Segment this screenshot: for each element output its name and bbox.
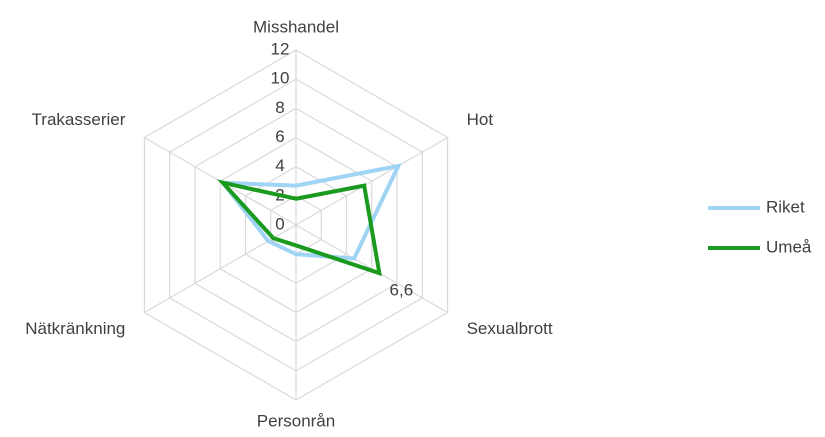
legend-label: Riket	[766, 197, 805, 216]
tick-label: 0	[275, 214, 284, 233]
tick-label: 8	[275, 98, 284, 117]
tick-label: 12	[271, 39, 290, 58]
spoke	[144, 224, 297, 314]
category-label: Misshandel	[253, 17, 339, 36]
category-label: Trakasserier	[32, 110, 126, 129]
data-label: 6,6	[390, 281, 414, 300]
category-label: Hot	[467, 110, 494, 129]
category-label: Nätkränkning	[25, 319, 125, 338]
tick-label: 4	[275, 156, 284, 175]
tick-label: 10	[271, 69, 290, 88]
legend-label: Umeå	[766, 237, 812, 256]
tick-label: 6	[275, 127, 284, 146]
category-label: Sexualbrott	[467, 319, 553, 338]
spoke	[295, 136, 448, 226]
series-line	[217, 179, 382, 277]
category-label: Personrån	[257, 411, 335, 430]
